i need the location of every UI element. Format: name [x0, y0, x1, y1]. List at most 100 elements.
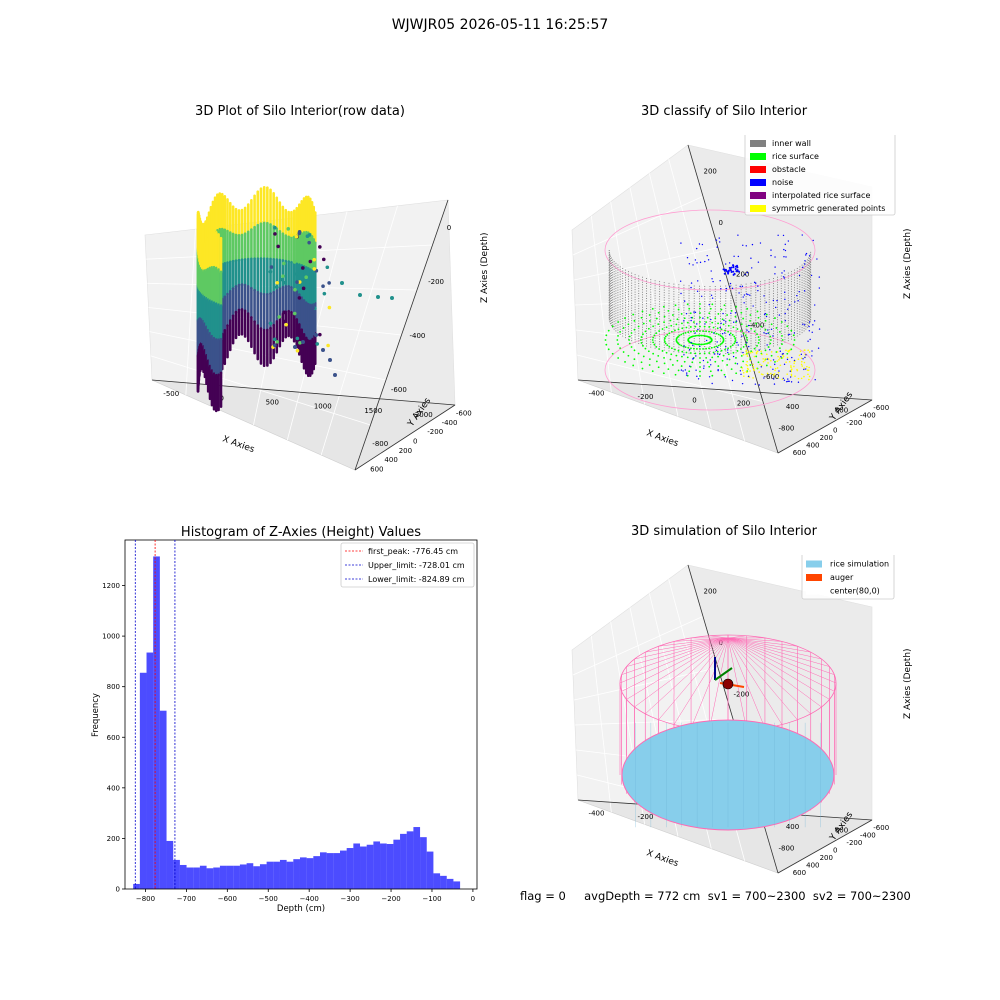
- classify-rice-surface-point: [644, 347, 647, 350]
- classify-symmetric-point: [777, 371, 780, 374]
- classify-noise-point: [786, 381, 788, 383]
- classify-rice-surface-point: [662, 305, 665, 308]
- classify-noise-point: [800, 353, 803, 356]
- classify-noise-point: [737, 344, 739, 346]
- classify-rice-surface-point: [681, 350, 684, 353]
- classify-rice-surface-point: [775, 327, 778, 329]
- classify-noise-point: [782, 377, 785, 379]
- raw-y-tick: -600: [456, 410, 472, 418]
- classify-symmetric-point: [760, 364, 763, 367]
- histogram-bar: [433, 873, 441, 889]
- classify-y-tick: -400: [860, 411, 876, 419]
- classify-rice-surface-point: [687, 331, 690, 334]
- simulation-y-tick: 0: [833, 847, 837, 855]
- classify-symmetric-point: [747, 368, 749, 371]
- raw-point: [289, 233, 294, 237]
- classify-symmetric-point: [741, 367, 744, 369]
- classify-noise-point: [816, 258, 818, 260]
- raw-point: [312, 267, 317, 271]
- classify-noise-point: [782, 234, 785, 237]
- classify-rice-surface-point: [670, 353, 673, 356]
- classify-rice-surface-point: [717, 365, 720, 367]
- classify-rice-surface-point: [677, 308, 680, 311]
- classify-noise-point: [699, 261, 702, 264]
- classify-rice-surface-point: [663, 315, 666, 318]
- classify-rice-surface-point: [702, 343, 704, 346]
- classify-rice-surface-point: [705, 330, 708, 333]
- classify-noise-point: [725, 321, 727, 323]
- classify-noise-point: [765, 332, 767, 335]
- classify-rice-surface-point: [774, 317, 776, 319]
- classify-symmetric-point: [790, 373, 793, 376]
- classify-noise-point: [730, 312, 732, 315]
- classify-symmetric-point: [798, 354, 801, 357]
- classify-rice-surface-point: [726, 364, 729, 366]
- classify-noise-point: [808, 255, 811, 257]
- classify-noise-point: [683, 320, 685, 322]
- classify-noise-point: [685, 312, 688, 315]
- classify-rice-surface-point: [663, 339, 666, 341]
- classify-rice-surface-point: [641, 367, 644, 370]
- classify-noise-point: [803, 263, 806, 265]
- classify-symmetric-point: [770, 372, 772, 375]
- classify-symmetric-point: [761, 353, 763, 356]
- simulation-silo-roof-rib: [673, 637, 729, 642]
- classify-noise-point: [690, 341, 692, 344]
- classify-symmetric-point: [807, 373, 809, 376]
- classify-noise-point: [741, 335, 743, 337]
- classify-rice-surface-point: [757, 316, 760, 319]
- classify-rice-surface-point: [689, 326, 692, 328]
- classify-rice-surface-point: [628, 339, 631, 341]
- classify-symmetric-point: [796, 368, 798, 371]
- classify-noise-point: [719, 241, 721, 243]
- classify-rice-surface-point: [764, 319, 767, 322]
- classify-noise-point: [766, 358, 769, 360]
- classify-rice-surface-point: [661, 350, 664, 352]
- classify-noise-point: [694, 332, 696, 334]
- classify-rice-surface-point: [734, 315, 737, 318]
- classify-rice-surface-point: [757, 336, 760, 338]
- raw-y-tick: 200: [399, 447, 412, 455]
- classify-rice-surface-point: [781, 339, 784, 341]
- classify-symmetric-point: [785, 361, 787, 363]
- classify-rice-surface-point: [714, 317, 717, 320]
- classify-rice-surface-point: [685, 326, 688, 329]
- classify-rice-surface-point: [753, 347, 756, 350]
- classify-symmetric-point: [755, 367, 758, 370]
- classify-noise-point: [785, 256, 787, 258]
- simulation-silo-roof-rib: [727, 637, 835, 692]
- classify-rice-surface-point: [746, 307, 749, 310]
- classify-rice-surface-point: [619, 347, 622, 350]
- simulation-silo-roof-rib: [727, 637, 822, 708]
- classify-noise-point: [811, 331, 813, 333]
- simulation-auger-axis-y: [714, 667, 733, 681]
- raw-point: [268, 321, 273, 326]
- classify-plot-title: 3D classify of Silo Interior: [640, 104, 808, 119]
- histogram-bar: [193, 867, 200, 889]
- classify-noise-point: [708, 304, 710, 306]
- classify-rice-surface-point: [731, 344, 734, 347]
- classify-symmetric-point: [765, 353, 768, 356]
- raw-point: [327, 305, 332, 310]
- raw-point: [312, 257, 317, 262]
- classify-noise-point: [688, 349, 691, 351]
- simulation-silo-roof-rib: [658, 637, 729, 647]
- classify-rice-surface-point: [627, 354, 630, 357]
- classify-symmetric-point: [804, 349, 806, 351]
- simulation-x-tick: 400: [786, 823, 799, 831]
- classify-rice-surface-point: [781, 343, 783, 346]
- classify-noise-point: [809, 338, 811, 341]
- classify-legend-frame: [744, 135, 896, 216]
- raw-x-tick: 1000: [314, 403, 332, 411]
- classify-rice-surface-point: [651, 370, 654, 373]
- histogram-x-tick-label: −400: [300, 895, 319, 903]
- classify-rice-surface-point: [722, 337, 725, 340]
- classify-noise-point: [707, 259, 710, 261]
- classify-rice-surface-point: [657, 323, 660, 325]
- classify-noise-point: [710, 270, 712, 272]
- classify-rice-surface-point: [667, 309, 670, 312]
- classify-rice-surface-point: [770, 354, 773, 357]
- histogram-bar: [226, 865, 234, 889]
- classify-noise-point: [793, 332, 796, 334]
- classify-noise-point: [704, 323, 706, 325]
